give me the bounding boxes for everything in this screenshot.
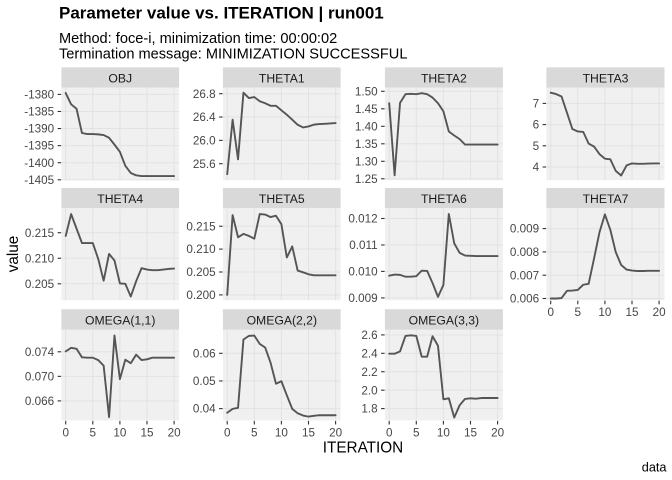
svg-text:10: 10 bbox=[598, 306, 612, 319]
svg-text:20: 20 bbox=[491, 426, 505, 439]
svg-text:0.011: 0.011 bbox=[349, 239, 377, 252]
svg-text:10: 10 bbox=[113, 426, 127, 439]
svg-text:15: 15 bbox=[140, 426, 154, 439]
svg-text:5: 5 bbox=[575, 306, 582, 319]
svg-text:5: 5 bbox=[90, 426, 97, 439]
svg-text:2.2: 2.2 bbox=[361, 366, 377, 379]
svg-text:10: 10 bbox=[437, 426, 451, 439]
svg-text:-1390: -1390 bbox=[24, 123, 54, 136]
svg-text:Method: foce-i, minimization t: Method: foce-i, minimization time: 00:00… bbox=[59, 31, 337, 47]
svg-text:-1395: -1395 bbox=[24, 140, 54, 153]
svg-text:0.008: 0.008 bbox=[510, 246, 539, 259]
svg-text:0: 0 bbox=[62, 426, 69, 439]
svg-text:ITERATION: ITERATION bbox=[323, 439, 403, 456]
svg-text:THETA2: THETA2 bbox=[421, 72, 467, 86]
svg-text:1.45: 1.45 bbox=[355, 103, 378, 116]
svg-text:1.30: 1.30 bbox=[355, 155, 378, 168]
svg-text:15: 15 bbox=[464, 426, 478, 439]
svg-text:20: 20 bbox=[653, 306, 667, 319]
svg-text:10: 10 bbox=[275, 426, 289, 439]
svg-text:0.215: 0.215 bbox=[25, 227, 55, 240]
svg-text:value: value bbox=[5, 236, 22, 273]
svg-text:Parameter value vs. ITERATION: Parameter value vs. ITERATION | run001 bbox=[59, 4, 384, 23]
svg-text:5: 5 bbox=[413, 426, 420, 439]
svg-text:20: 20 bbox=[329, 426, 343, 439]
svg-text:0.070: 0.070 bbox=[25, 370, 55, 383]
svg-text:THETA5: THETA5 bbox=[259, 192, 305, 206]
svg-text:0.010: 0.010 bbox=[348, 266, 378, 279]
svg-text:15: 15 bbox=[302, 426, 316, 439]
svg-text:26.0: 26.0 bbox=[193, 134, 216, 147]
svg-text:1.35: 1.35 bbox=[355, 138, 378, 151]
svg-text:1.50: 1.50 bbox=[355, 85, 378, 98]
svg-text:1.8: 1.8 bbox=[361, 403, 377, 416]
svg-text:0.205: 0.205 bbox=[25, 278, 55, 291]
svg-text:20: 20 bbox=[168, 426, 182, 439]
svg-text:1.40: 1.40 bbox=[355, 120, 378, 133]
svg-text:THETA4: THETA4 bbox=[97, 192, 143, 206]
svg-text:-1385: -1385 bbox=[24, 106, 54, 119]
svg-text:0.012: 0.012 bbox=[348, 213, 377, 226]
svg-text:2.0: 2.0 bbox=[361, 384, 378, 397]
svg-text:26.8: 26.8 bbox=[193, 88, 216, 101]
svg-text:THETA1: THETA1 bbox=[259, 72, 305, 86]
svg-text:OMEGA(1,1): OMEGA(1,1) bbox=[85, 314, 155, 328]
svg-text:OBJ: OBJ bbox=[108, 72, 132, 86]
svg-text:0.06: 0.06 bbox=[193, 347, 216, 360]
svg-text:OMEGA(3,3): OMEGA(3,3) bbox=[409, 314, 479, 328]
svg-text:0.007: 0.007 bbox=[510, 269, 539, 282]
svg-text:7: 7 bbox=[533, 98, 540, 111]
svg-text:OMEGA(2,2): OMEGA(2,2) bbox=[247, 314, 317, 328]
svg-text:0.066: 0.066 bbox=[25, 395, 54, 408]
svg-text:4: 4 bbox=[533, 161, 540, 174]
svg-text:Termination message: MINIMIZAT: Termination message: MINIMIZATION SUCCES… bbox=[59, 46, 407, 62]
svg-text:5: 5 bbox=[251, 426, 258, 439]
svg-text:-1380: -1380 bbox=[24, 89, 54, 102]
svg-text:0.009: 0.009 bbox=[348, 292, 377, 305]
svg-text:0.009: 0.009 bbox=[510, 223, 539, 236]
svg-text:0.200: 0.200 bbox=[186, 289, 216, 302]
svg-text:0.006: 0.006 bbox=[510, 293, 539, 306]
svg-text:0: 0 bbox=[224, 426, 231, 439]
svg-text:data: data bbox=[642, 461, 668, 475]
svg-text:25.6: 25.6 bbox=[193, 158, 216, 171]
svg-text:THETA3: THETA3 bbox=[583, 72, 629, 86]
svg-text:-1405: -1405 bbox=[24, 174, 54, 187]
svg-text:THETA6: THETA6 bbox=[421, 192, 467, 206]
svg-text:0.074: 0.074 bbox=[25, 346, 55, 359]
svg-text:0.05: 0.05 bbox=[193, 375, 216, 388]
svg-text:0.210: 0.210 bbox=[25, 252, 55, 265]
svg-text:26.4: 26.4 bbox=[193, 111, 216, 124]
svg-text:0.210: 0.210 bbox=[186, 243, 216, 256]
svg-text:0.215: 0.215 bbox=[186, 220, 216, 233]
svg-text:THETA7: THETA7 bbox=[583, 192, 629, 206]
svg-text:1.25: 1.25 bbox=[355, 173, 378, 186]
svg-text:0: 0 bbox=[547, 306, 554, 319]
svg-text:-1400: -1400 bbox=[24, 157, 54, 170]
svg-text:2.4: 2.4 bbox=[361, 347, 378, 360]
svg-text:0.205: 0.205 bbox=[186, 266, 216, 279]
svg-text:2.6: 2.6 bbox=[361, 329, 377, 342]
svg-text:5: 5 bbox=[533, 140, 540, 153]
svg-text:0: 0 bbox=[386, 426, 393, 439]
svg-text:0.04: 0.04 bbox=[193, 403, 216, 416]
svg-text:6: 6 bbox=[533, 119, 540, 132]
svg-text:15: 15 bbox=[625, 306, 639, 319]
